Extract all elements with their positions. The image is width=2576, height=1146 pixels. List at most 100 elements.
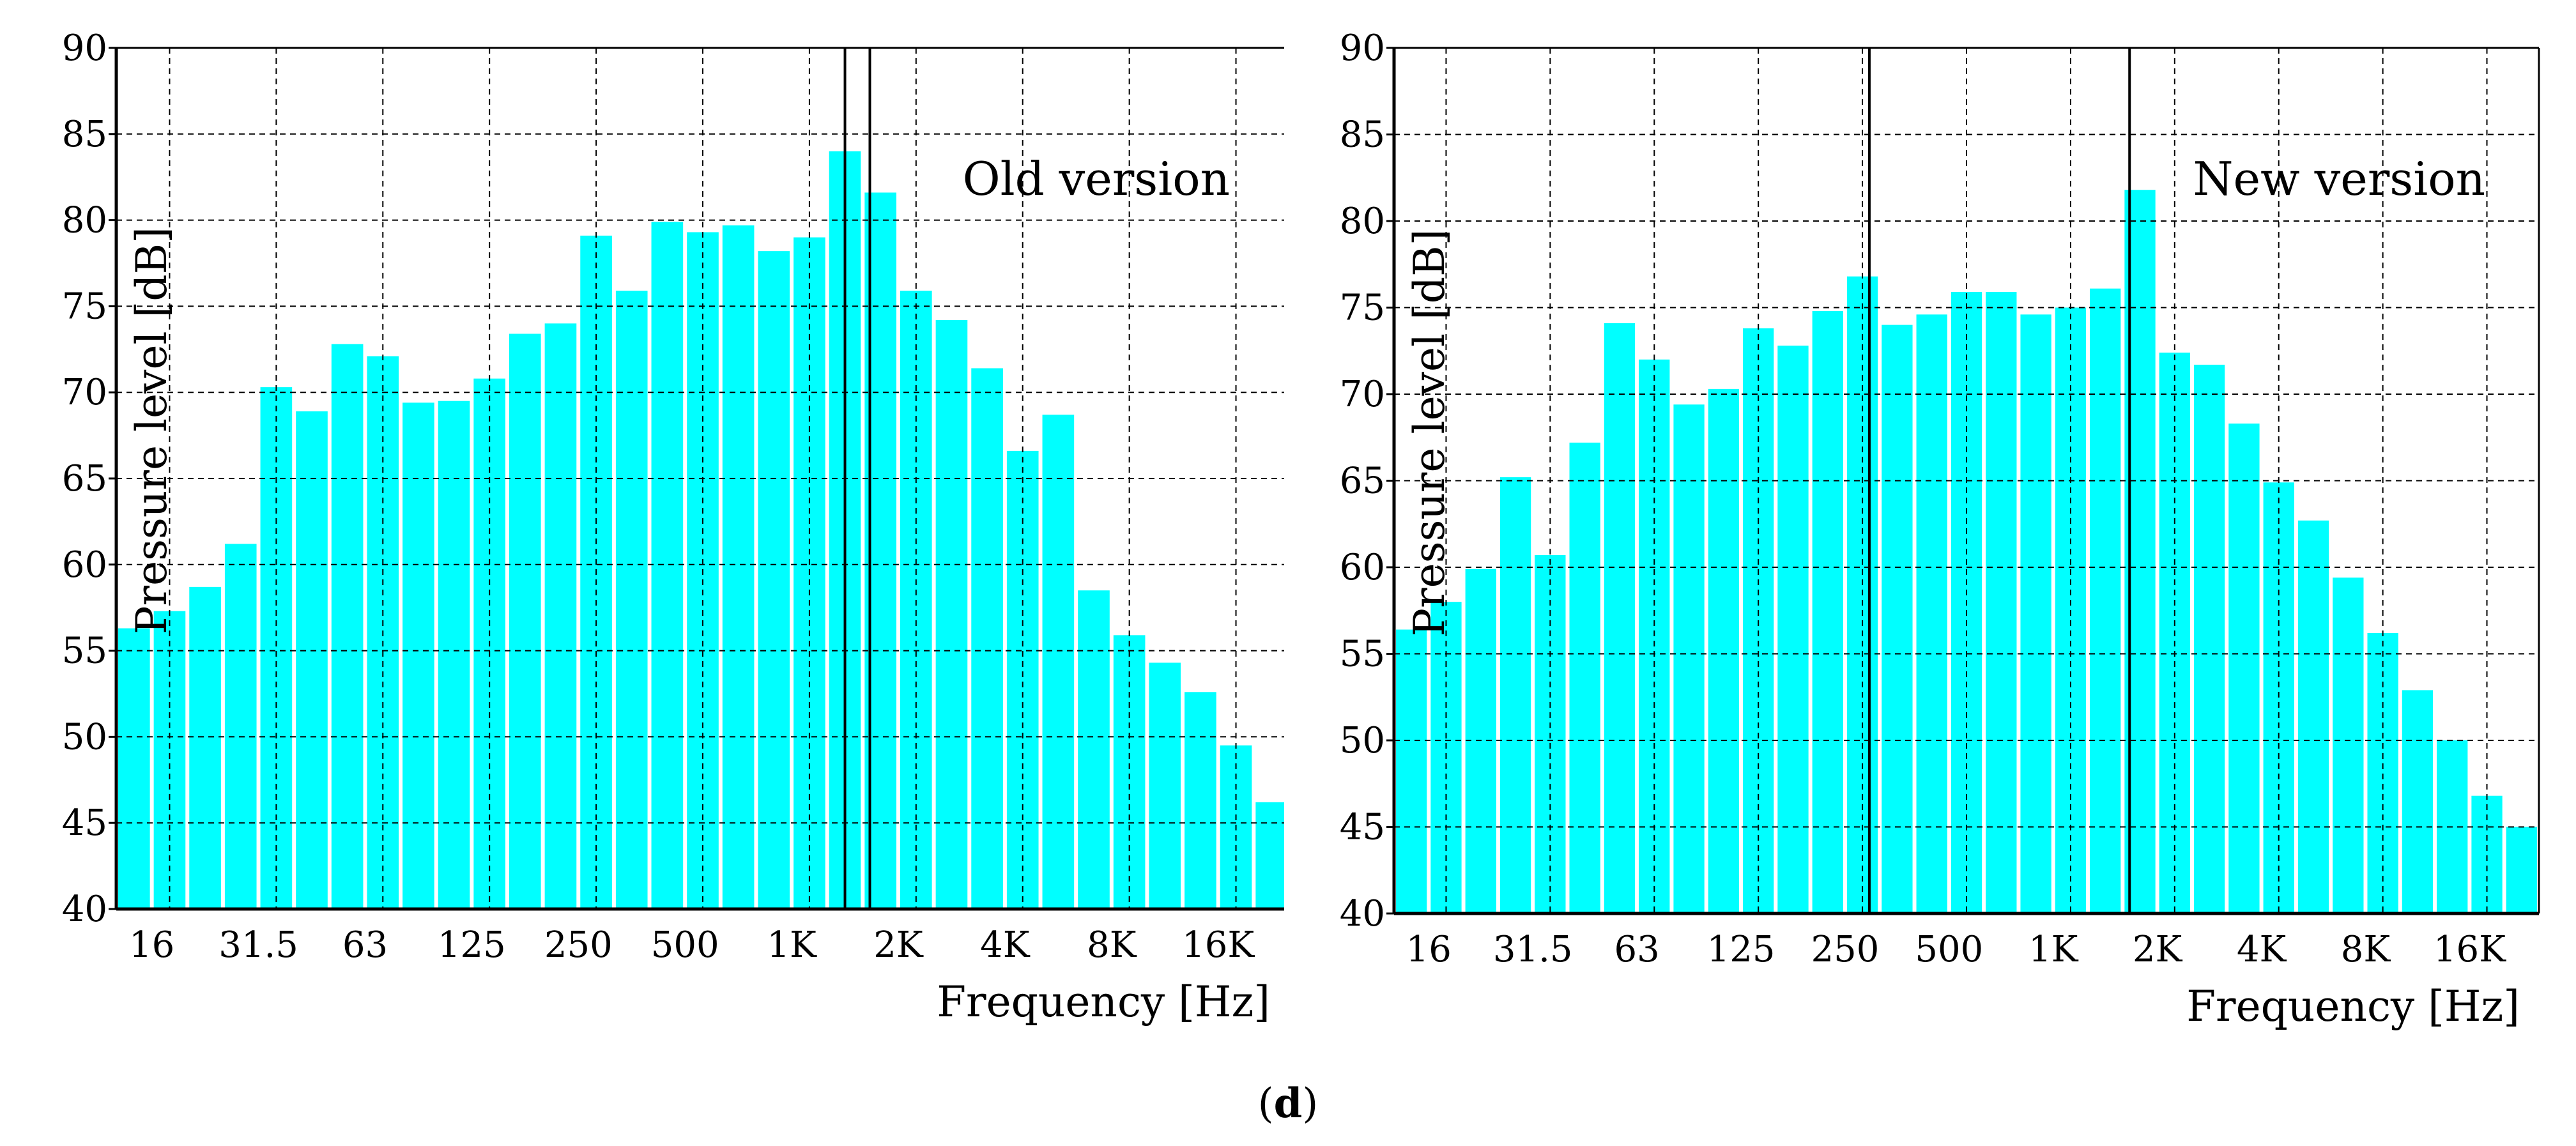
bar bbox=[2471, 795, 2503, 913]
x-tick-label: 250 bbox=[1811, 929, 1879, 970]
y-tick-label: 70 bbox=[1340, 374, 1385, 415]
bar bbox=[1673, 404, 1705, 913]
x-tick-label: 31.5 bbox=[1493, 929, 1573, 970]
bar bbox=[509, 333, 541, 909]
x-axis-title: Frequency [Hz] bbox=[2186, 982, 2520, 1031]
y-tick-label: 45 bbox=[62, 802, 107, 844]
bar bbox=[1006, 450, 1039, 909]
x-tick-label: 31.5 bbox=[218, 924, 298, 966]
bar bbox=[1604, 323, 1636, 913]
bar bbox=[1078, 590, 1110, 909]
y-axis-title: Pressure level [dB] bbox=[1405, 229, 1454, 637]
caption-close: ) bbox=[1302, 1080, 1319, 1127]
bar bbox=[2402, 690, 2434, 913]
bar bbox=[1149, 662, 1181, 909]
bar bbox=[1916, 314, 1947, 914]
bar bbox=[1499, 477, 1531, 913]
x-tick-group: 16 31.5 63 125 250 500 1K 2K 4K 8K 16K bbox=[1406, 929, 2506, 970]
bar bbox=[1777, 346, 1809, 913]
y-tick-label: 90 bbox=[62, 27, 107, 69]
bar bbox=[1396, 629, 1427, 913]
bar bbox=[722, 225, 755, 909]
x-tick-label: 125 bbox=[438, 924, 506, 966]
y-tick-label: 80 bbox=[1340, 201, 1385, 242]
bar bbox=[971, 368, 1003, 909]
y-tick-label: 90 bbox=[1340, 27, 1385, 69]
y-tick-label: 75 bbox=[1340, 287, 1385, 329]
bar bbox=[438, 401, 470, 909]
y-tick-label: 85 bbox=[1340, 114, 1385, 156]
bar bbox=[224, 544, 257, 909]
x-tick-label: 500 bbox=[651, 924, 719, 966]
y-tick-label: 50 bbox=[62, 716, 107, 758]
bar bbox=[1708, 388, 1740, 913]
y-tick-label: 65 bbox=[62, 458, 107, 500]
y-tick-label: 60 bbox=[1340, 547, 1385, 588]
bar bbox=[296, 411, 328, 909]
x-tick-label: 4K bbox=[2237, 929, 2287, 970]
x-tick-label: 16K bbox=[1182, 924, 1255, 966]
bar bbox=[544, 323, 577, 909]
bar bbox=[118, 628, 150, 909]
x-tick-label: 63 bbox=[1614, 929, 1659, 970]
bar bbox=[1255, 802, 1284, 909]
y-tick-label: 65 bbox=[1340, 461, 1385, 502]
bar bbox=[1812, 310, 1843, 913]
figure-caption: (d) bbox=[0, 1080, 2576, 1127]
bar bbox=[1882, 325, 1913, 914]
bar bbox=[935, 319, 968, 909]
x-tick-label: 8K bbox=[1087, 924, 1137, 966]
bar bbox=[189, 586, 221, 909]
y-tick-group: 40 45 50 55 60 65 70 75 80 85 90 bbox=[1340, 27, 1394, 935]
x-tick-label: 16 bbox=[1406, 929, 1452, 970]
version-annotation: New version bbox=[2193, 152, 2485, 206]
x-tick-label: 1K bbox=[2028, 929, 2079, 970]
bar bbox=[402, 402, 434, 909]
bar bbox=[2228, 424, 2260, 913]
caption-open: ( bbox=[1257, 1080, 1274, 1127]
grid-group bbox=[116, 48, 1284, 909]
y-tick-label: 70 bbox=[62, 372, 107, 413]
y-tick-label: 55 bbox=[62, 630, 107, 672]
bar bbox=[758, 251, 790, 910]
bar bbox=[260, 387, 293, 909]
x-tick-label: 500 bbox=[1915, 929, 1983, 970]
y-tick-label: 60 bbox=[62, 544, 107, 586]
bar bbox=[1569, 442, 1600, 913]
y-tick-label: 55 bbox=[1340, 634, 1385, 675]
x-tick-label: 16 bbox=[129, 924, 174, 966]
y-tick-group: 40 45 50 55 60 65 70 75 80 85 90 bbox=[62, 27, 116, 930]
caption-letter: d bbox=[1273, 1080, 1303, 1127]
bar bbox=[615, 291, 648, 909]
y-axis-title: Pressure level [dB] bbox=[127, 227, 176, 634]
y-tick-label: 45 bbox=[1340, 807, 1385, 848]
x-tick-label: 2K bbox=[873, 924, 924, 966]
bar bbox=[2090, 288, 2121, 913]
x-axis-title: Frequency [Hz] bbox=[937, 977, 1270, 1027]
bar bbox=[2297, 520, 2329, 913]
bar bbox=[1042, 415, 1075, 909]
bar bbox=[2020, 314, 2051, 914]
x-tick-label: 125 bbox=[1707, 929, 1775, 970]
bar bbox=[2333, 577, 2364, 913]
bar bbox=[651, 222, 684, 909]
bar-group bbox=[118, 151, 1284, 910]
grid-group bbox=[1394, 48, 2539, 913]
x-tick-label: 63 bbox=[342, 924, 388, 966]
bar bbox=[2193, 364, 2225, 913]
x-tick-label: 8K bbox=[2341, 929, 2391, 970]
version-annotation: Old version bbox=[963, 152, 1230, 206]
x-tick-label: 4K bbox=[980, 924, 1031, 966]
y-tick-label: 80 bbox=[62, 200, 107, 241]
bar bbox=[1986, 292, 2017, 913]
bar bbox=[1465, 569, 1496, 913]
x-tick-label: 2K bbox=[2133, 929, 2183, 970]
x-tick-label: 16K bbox=[2434, 929, 2506, 970]
y-tick-label: 40 bbox=[62, 889, 107, 930]
y-tick-label: 50 bbox=[1340, 720, 1385, 761]
x-tick-group: 16 31.5 63 125 250 500 1K 2K 4K 8K 16K bbox=[129, 924, 1255, 966]
bar bbox=[331, 344, 364, 909]
